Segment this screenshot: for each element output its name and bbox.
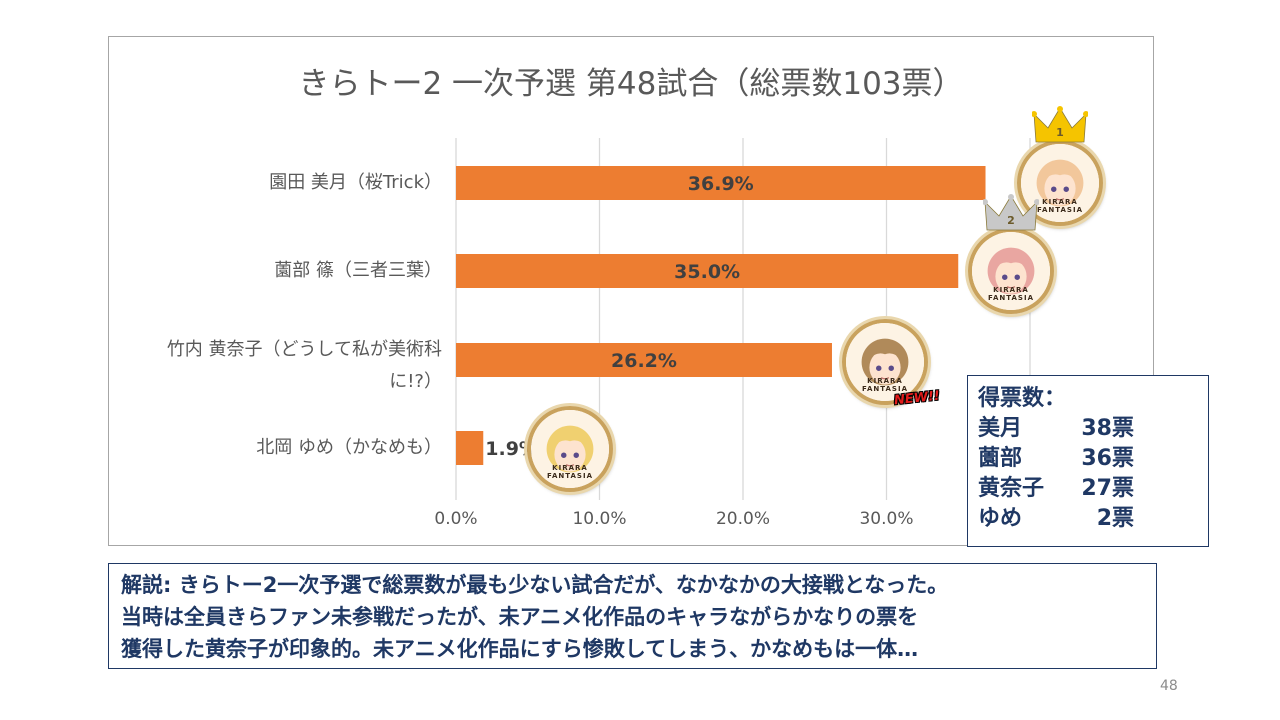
bar bbox=[456, 166, 986, 200]
tally-name: 美月 bbox=[978, 416, 1023, 441]
badge-text: KIRARA FANTASIA bbox=[988, 286, 1034, 302]
x-tick-label: 0.0% bbox=[434, 509, 477, 529]
crown-rank: 2 bbox=[1007, 214, 1015, 227]
category-label: 薗部 篠（三者三葉） bbox=[112, 255, 442, 287]
bar bbox=[456, 343, 832, 377]
data-label: 35.0% bbox=[674, 261, 740, 283]
commentary-line: 解説: きらトー2一次予選で総票数が最も少ない試合だが、なかなかの大接戦となった… bbox=[121, 573, 949, 597]
bar bbox=[456, 431, 484, 465]
category-label-line: 園田 美月（桜Trick） bbox=[269, 172, 442, 193]
tally-votes: 27票 bbox=[1081, 476, 1134, 501]
silver-crown-icon: 2 bbox=[983, 194, 1039, 231]
data-label: 1.9% bbox=[485, 438, 538, 460]
bar bbox=[456, 254, 959, 288]
x-tick-label: 10.0% bbox=[572, 509, 626, 529]
tally-row: 黄奈子 27票 bbox=[978, 474, 1198, 504]
character-badge: KIRARA FANTASIA bbox=[527, 406, 613, 492]
tally-row: 美月 38票 bbox=[978, 414, 1198, 444]
x-tick-label: 30.0% bbox=[859, 509, 913, 529]
character-portrait-icon bbox=[531, 410, 609, 488]
character-portrait-icon bbox=[972, 232, 1050, 310]
category-label-line: に!?） bbox=[389, 371, 442, 392]
data-label: 36.9% bbox=[688, 173, 754, 195]
slide-number: 48 bbox=[1160, 678, 1178, 694]
category-label-line: 北岡 ゆめ（かなめも） bbox=[256, 437, 442, 458]
badge-text: KIRARA FANTASIA bbox=[862, 377, 908, 393]
commentary-box: 解説: きらトー2一次予選で総票数が最も少ない試合だが、なかなかの大接戦となった… bbox=[108, 563, 1157, 669]
tally-votes: 2票 bbox=[1096, 506, 1134, 531]
tally-name: 黄奈子 bbox=[978, 476, 1045, 501]
category-label: 北岡 ゆめ（かなめも） bbox=[112, 432, 442, 464]
category-label-line: 薗部 篠（三者三葉） bbox=[274, 260, 442, 281]
tally-title: 得票数： bbox=[978, 386, 1067, 411]
vote-tally-box: 得票数： 美月 38票 薗部 36票 黄奈子 27票 ゆめ 2票 bbox=[967, 375, 1209, 547]
commentary-line: 当時は全員きらファン未参戦だったが、未アニメ化作品のキャラながらかなりの票を bbox=[121, 605, 919, 629]
tally-name: ゆめ bbox=[978, 506, 1023, 531]
data-label: 26.2% bbox=[611, 350, 677, 372]
tally-row: ゆめ 2票 bbox=[978, 504, 1198, 534]
gold-crown-icon: 1 bbox=[1032, 106, 1088, 143]
x-tick-label: 20.0% bbox=[716, 509, 770, 529]
category-label-line: 竹内 黄奈子（どうして私が美術科 bbox=[166, 339, 442, 360]
tally-name: 薗部 bbox=[978, 446, 1023, 471]
tally-votes: 36票 bbox=[1081, 446, 1134, 471]
commentary-line: 獲得した黄奈子が印象的。未アニメ化作品にすら惨敗してしまう、かなめもは一体… bbox=[121, 637, 919, 661]
badge-text: KIRARA FANTASIA bbox=[1037, 198, 1083, 214]
crown-rank: 1 bbox=[1056, 126, 1064, 139]
character-portrait-icon bbox=[846, 323, 924, 401]
category-label: 竹内 黄奈子（どうして私が美術科に!?） bbox=[112, 334, 442, 398]
badge-text: KIRARA FANTASIA bbox=[547, 464, 593, 480]
tally-votes: 38票 bbox=[1081, 416, 1134, 441]
character-badge: KIRARA FANTASIA bbox=[842, 319, 928, 405]
tally-row: 薗部 36票 bbox=[978, 444, 1198, 474]
category-label: 園田 美月（桜Trick） bbox=[112, 167, 442, 199]
chart-title: きらトー2 一次予選 第48試合（総票数103票） bbox=[298, 66, 964, 102]
character-badge: KIRARA FANTASIA bbox=[968, 228, 1054, 314]
